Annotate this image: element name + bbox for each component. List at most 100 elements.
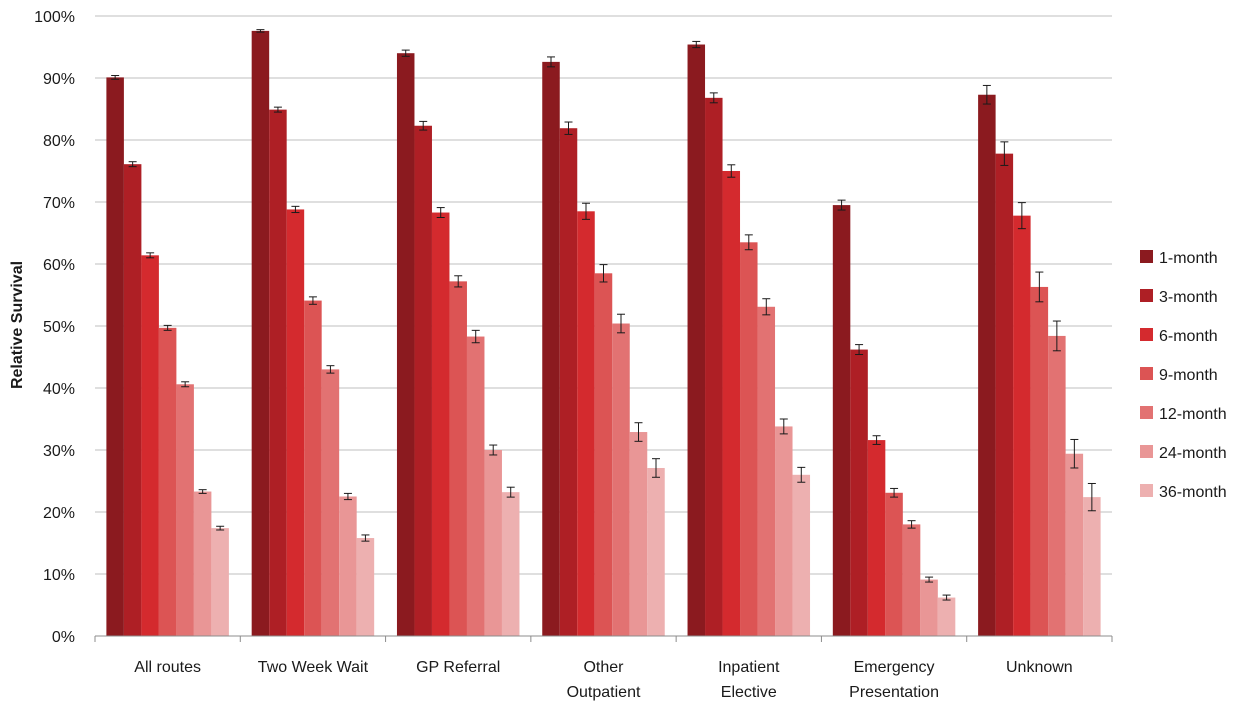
legend-label: 6-month xyxy=(1159,328,1218,345)
error-bar xyxy=(291,205,300,214)
legend-item: 3-month xyxy=(1140,289,1218,306)
bar-9-month xyxy=(1030,286,1049,636)
bar-24-month xyxy=(484,450,502,636)
bars xyxy=(106,30,1101,637)
error-bar xyxy=(401,49,410,57)
bar-36-month xyxy=(501,492,520,636)
bar-3-month xyxy=(705,97,723,637)
bar-9-month xyxy=(449,281,467,636)
error-bar xyxy=(779,418,788,435)
error-bar xyxy=(343,492,352,501)
legend-swatch xyxy=(1140,328,1153,341)
bar-24-month xyxy=(775,426,793,636)
error-bar xyxy=(361,534,370,542)
bar-9-month xyxy=(304,300,322,636)
error-bar xyxy=(1035,271,1044,303)
legend: 1-month 3-month 6-month 9-month 12-month 24-m… xyxy=(1140,250,1227,501)
bar-6-month xyxy=(1013,215,1031,636)
error-bar xyxy=(454,275,463,288)
bar-1-month xyxy=(396,53,415,636)
error-bar xyxy=(797,466,806,483)
error-bar xyxy=(419,120,428,131)
bar-1-month xyxy=(832,205,851,636)
bar-12-month xyxy=(321,369,340,636)
bar-3-month xyxy=(123,164,142,636)
bar-3-month xyxy=(559,128,578,636)
error-bar xyxy=(308,296,317,305)
bar-1-month xyxy=(106,77,124,636)
x-category-label: Presentation xyxy=(849,684,939,701)
legend-item: 1-month xyxy=(1140,250,1218,267)
error-bar xyxy=(216,525,225,531)
x-category-label: Two Week Wait xyxy=(258,659,369,676)
error-bar xyxy=(890,487,899,498)
legend-swatch xyxy=(1140,445,1153,458)
error-bar xyxy=(128,161,137,168)
error-bar xyxy=(273,106,282,113)
error-bar xyxy=(634,422,643,442)
bar-12-month xyxy=(176,384,194,636)
bar-3-month xyxy=(995,153,1014,636)
error-bar xyxy=(925,576,934,583)
legend-label: 12-month xyxy=(1159,406,1227,423)
error-bar xyxy=(744,234,753,251)
error-bar xyxy=(198,489,207,494)
bar-24-month xyxy=(1065,453,1084,636)
x-category-label: Inpatient xyxy=(718,659,780,676)
bar-1-month xyxy=(251,30,270,636)
error-bar xyxy=(489,444,498,456)
y-tick-label: 10% xyxy=(43,567,75,584)
legend-item: 9-month xyxy=(1140,367,1218,384)
bar-36-month xyxy=(937,597,956,636)
y-tick-label: 60% xyxy=(43,257,75,274)
y-tick-label: 20% xyxy=(43,505,75,522)
legend-item: 12-month xyxy=(1140,406,1227,423)
bar-24-month xyxy=(339,496,357,636)
bar-6-month xyxy=(867,440,886,636)
y-axis-label: Relative Survival xyxy=(9,261,26,389)
legend-label: 24-month xyxy=(1159,445,1227,462)
bar-12-month xyxy=(902,524,921,636)
bar-36-month xyxy=(211,528,229,636)
y-tick-label: 70% xyxy=(43,195,75,212)
bar-1-month xyxy=(978,94,996,637)
error-bar xyxy=(837,199,846,211)
bar-3-month xyxy=(269,109,287,637)
bar-36-month xyxy=(356,538,375,636)
error-bar xyxy=(146,252,155,259)
x-category-label: Other xyxy=(583,659,624,676)
bar-12-month xyxy=(1048,335,1066,636)
bar-9-month xyxy=(158,327,177,636)
legend-label: 1-month xyxy=(1159,250,1218,267)
error-bar xyxy=(872,435,881,445)
legend-label: 36-month xyxy=(1159,484,1227,501)
legend-swatch xyxy=(1140,289,1153,302)
bar-9-month xyxy=(740,242,758,637)
y-tick-label: 0% xyxy=(52,629,75,646)
error-bar xyxy=(942,594,951,601)
legend-swatch xyxy=(1140,367,1153,380)
y-tick-label: 40% xyxy=(43,381,75,398)
error-bar xyxy=(617,313,625,334)
error-bar xyxy=(1087,482,1096,512)
legend-label: 9-month xyxy=(1159,367,1218,384)
x-category-label: All routes xyxy=(134,659,201,676)
legend-swatch xyxy=(1140,250,1153,263)
legend-item: 6-month xyxy=(1140,328,1218,345)
error-bar xyxy=(1052,320,1061,352)
error-bar xyxy=(907,520,916,529)
error-bar xyxy=(982,84,991,105)
error-bar xyxy=(762,298,771,316)
bar-12-month xyxy=(466,336,485,636)
bar-6-month xyxy=(286,209,305,636)
error-bar xyxy=(471,329,480,344)
bar-36-month xyxy=(792,474,811,636)
bar-24-month xyxy=(629,432,648,636)
error-bar xyxy=(181,381,190,388)
x-category-label: Outpatient xyxy=(567,684,641,701)
bar-12-month xyxy=(612,323,630,636)
bar-6-month xyxy=(431,212,450,637)
y-tick-label: 80% xyxy=(43,133,75,150)
bar-36-month xyxy=(1083,497,1101,636)
